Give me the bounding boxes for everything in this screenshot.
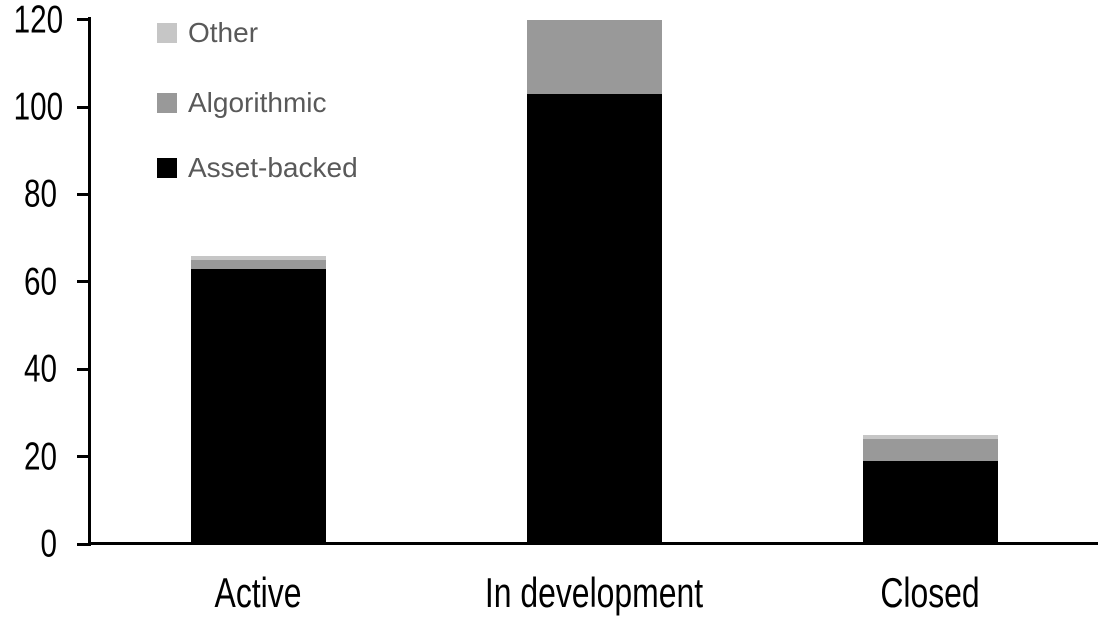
legend-label: Asset-backed <box>188 152 358 183</box>
y-tick-label: 100 <box>13 85 64 129</box>
bar-segment-algorithmic <box>190 260 326 269</box>
y-tick-mark <box>77 542 90 546</box>
x-category-label: Closed <box>880 569 980 616</box>
legend-label: Other <box>188 17 259 48</box>
bar-segment-other <box>862 434 998 440</box>
bar-segment-asset-backed <box>190 268 326 544</box>
y-tick-mark <box>77 105 90 109</box>
y-tick-label: 40 <box>24 347 57 391</box>
y-tick-mark <box>77 18 90 22</box>
bar-segment-algorithmic <box>526 19 662 94</box>
legend-swatch-asset-backed <box>157 158 177 178</box>
y-tick-label: 60 <box>24 260 57 304</box>
legend-swatch-algorithmic <box>157 93 177 113</box>
y-tick-label: 80 <box>24 172 57 216</box>
bar-segment-asset-backed <box>862 460 998 544</box>
y-tick-label: 20 <box>24 435 57 479</box>
bar-segment-asset-backed <box>526 93 662 544</box>
y-tick-mark <box>77 280 90 284</box>
y-tick-mark <box>77 367 90 371</box>
y-tick-mark <box>77 192 90 196</box>
bar-segment-other <box>190 255 326 260</box>
x-category-label: In development <box>484 569 704 616</box>
y-tick-label: 0 <box>40 522 57 566</box>
legend-label: Algorithmic <box>188 87 327 118</box>
y-tick-label: 120 <box>13 0 64 42</box>
legend-swatch-other <box>157 23 177 43</box>
bar-segment-algorithmic <box>862 439 998 461</box>
y-tick-mark <box>77 455 90 459</box>
x-category-label: Active <box>214 569 302 616</box>
